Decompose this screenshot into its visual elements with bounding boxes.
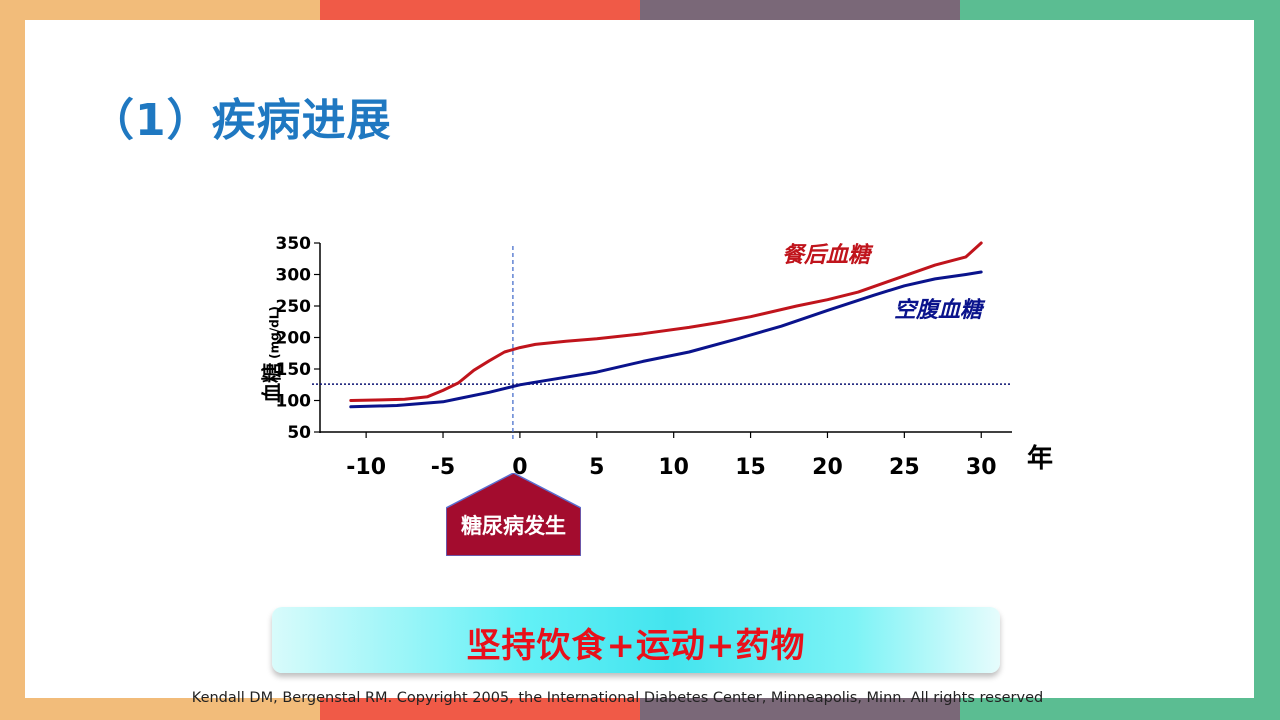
y-axis-title: 血糖 (259, 362, 284, 403)
y-tick-label: 350 (276, 234, 312, 254)
x-tick-label: 30 (966, 455, 997, 480)
y-axis-label: 血糖 (mg/dL) (256, 275, 285, 435)
x-tick-label: -10 (346, 455, 386, 480)
x-tick-label: 5 (589, 455, 604, 480)
x-tick-label: -5 (431, 455, 455, 480)
onset-marker (446, 473, 581, 556)
advice-banner-text: 坚持饮食+运动+药物 (466, 626, 806, 666)
series-line-2 (349, 270, 983, 409)
content-panel (25, 20, 1254, 698)
y-axis-unit: (mg/dL) (267, 306, 282, 359)
y-tick-label: 100 (276, 392, 312, 412)
y-tick-label: 200 (276, 329, 312, 349)
advice-banner (272, 607, 1000, 673)
series-line-1 (349, 241, 983, 402)
x-tick-label: 10 (658, 455, 689, 480)
x-tick-label: 15 (735, 455, 766, 480)
y-tick-label: 250 (276, 297, 312, 317)
slide-title: （1）疾病进展 (90, 95, 392, 146)
source-credit: Kendall DM, Bergenstal RM. Copyright 200… (191, 690, 1044, 706)
x-tick-label: 25 (889, 455, 920, 480)
onset-label: 糖尿病发生 (461, 514, 566, 538)
x-tick-label: 20 (812, 455, 843, 480)
series-label-1: 餐后血糖 (782, 242, 874, 268)
y-tick-label: 50 (287, 423, 311, 443)
x-axis-label: 年 (1027, 443, 1053, 474)
y-tick-label: 300 (276, 266, 312, 286)
series-label-2: 空腹血糖 (894, 297, 986, 323)
y-tick-label: 150 (276, 360, 312, 380)
